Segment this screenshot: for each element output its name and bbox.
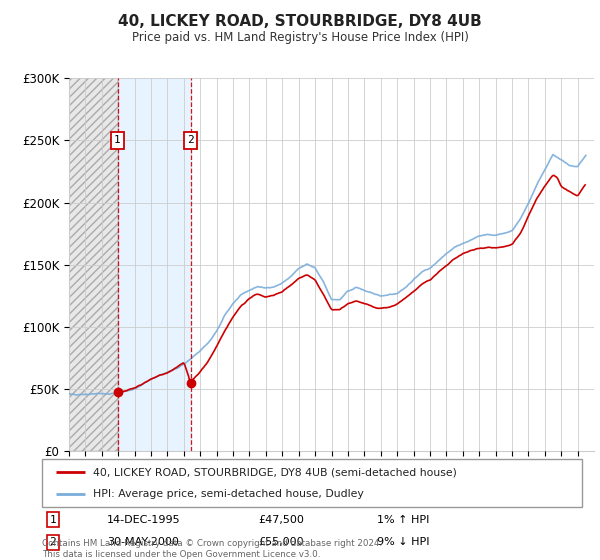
Text: 40, LICKEY ROAD, STOURBRIDGE, DY8 4UB: 40, LICKEY ROAD, STOURBRIDGE, DY8 4UB	[118, 14, 482, 29]
Text: 2: 2	[49, 538, 56, 547]
Text: 2: 2	[187, 136, 194, 146]
FancyBboxPatch shape	[42, 459, 582, 507]
Text: HPI: Average price, semi-detached house, Dudley: HPI: Average price, semi-detached house,…	[94, 489, 364, 499]
Text: 30-MAY-2000: 30-MAY-2000	[107, 538, 179, 547]
Bar	[69, 78, 118, 451]
Bar	[69, 78, 118, 451]
Text: 40, LICKEY ROAD, STOURBRIDGE, DY8 4UB (semi-detached house): 40, LICKEY ROAD, STOURBRIDGE, DY8 4UB (s…	[94, 467, 457, 477]
Text: 1% ↑ HPI: 1% ↑ HPI	[377, 515, 429, 525]
Text: 1: 1	[114, 136, 121, 146]
Text: Price paid vs. HM Land Registry's House Price Index (HPI): Price paid vs. HM Land Registry's House …	[131, 31, 469, 44]
Text: Contains HM Land Registry data © Crown copyright and database right 2024.
This d: Contains HM Land Registry data © Crown c…	[42, 539, 382, 559]
Text: 9% ↓ HPI: 9% ↓ HPI	[377, 538, 430, 547]
Text: 1: 1	[49, 515, 56, 525]
Bar	[118, 78, 191, 451]
Text: £55,000: £55,000	[258, 538, 304, 547]
Text: 14-DEC-1995: 14-DEC-1995	[107, 515, 181, 525]
Text: £47,500: £47,500	[258, 515, 304, 525]
